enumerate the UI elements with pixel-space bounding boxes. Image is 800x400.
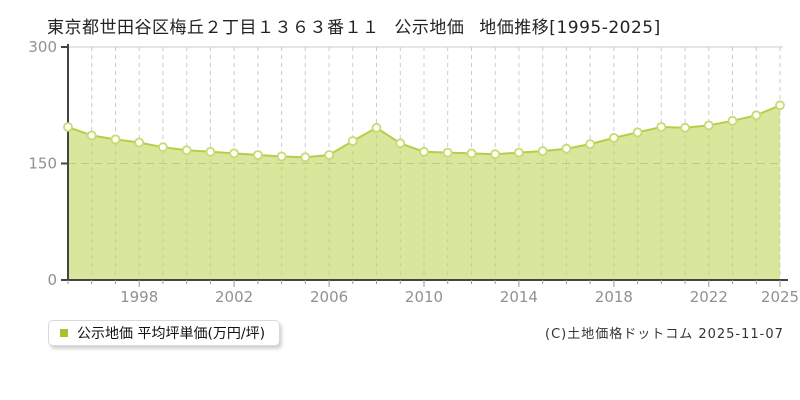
svg-text:2006: 2006 — [310, 288, 348, 306]
svg-text:150: 150 — [28, 155, 57, 173]
svg-text:2014: 2014 — [500, 288, 538, 306]
svg-text:2022: 2022 — [690, 288, 728, 306]
svg-text:0: 0 — [47, 271, 57, 289]
svg-text:2025: 2025 — [761, 288, 799, 306]
svg-text:2018: 2018 — [595, 288, 633, 306]
legend: 公示地価 平均坪単価(万円/坪) — [48, 320, 281, 346]
legend-marker-icon — [60, 329, 68, 337]
price-trend-chart: 0 150 300 1998 2002 2006 2010 2014 2018 2022 2025 — [28, 38, 799, 306]
svg-text:300: 300 — [28, 38, 57, 56]
svg-text:2010: 2010 — [405, 288, 443, 306]
page-title: 東京都世田谷区梅丘２丁目１３６３番１１ 公示地価 地価推移[1995-2025] — [47, 18, 661, 38]
legend-label: 公示地価 平均坪単価(万円/坪) — [77, 326, 266, 342]
copyright-text: (C)土地価格ドットコム 2025-11-07 — [545, 327, 784, 342]
svg-text:1998: 1998 — [120, 288, 158, 306]
svg-text:2002: 2002 — [215, 288, 253, 306]
